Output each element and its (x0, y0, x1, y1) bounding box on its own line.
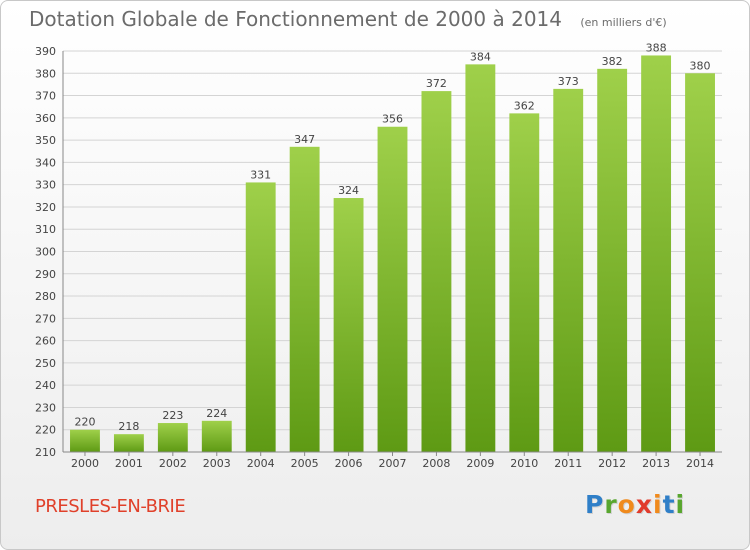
proxiti-logo: Proxiti (585, 490, 685, 519)
bar-value-label: 373 (558, 75, 579, 88)
logo-letter: P (585, 490, 605, 519)
chart-title-text: Dotation Globale de Fonctionnement de 20… (29, 7, 562, 31)
bar-value-label: 372 (426, 77, 447, 90)
bar (597, 68, 628, 453)
bar (641, 55, 672, 452)
x-tick-label: 2001 (115, 457, 143, 470)
bar-value-label: 324 (338, 184, 359, 197)
x-tick-label: 2004 (247, 457, 275, 470)
bar-value-label: 224 (206, 407, 227, 420)
bar-value-label: 382 (602, 55, 623, 68)
bar (377, 126, 408, 452)
logo-letter: x (635, 490, 653, 519)
x-tick-label: 2005 (291, 457, 319, 470)
y-tick-label: 320 (35, 201, 56, 214)
bar (113, 434, 144, 452)
axes: 210 220 230 240 250 260 270 280 290 300 310 320 330 3… (35, 45, 722, 470)
bar (201, 420, 232, 452)
logo-letter: t (662, 490, 676, 519)
y-tick-label: 370 (35, 90, 56, 103)
x-tick-label: 2006 (335, 457, 363, 470)
x-tick-label: 2013 (642, 457, 670, 470)
y-tick-label: 380 (35, 67, 56, 80)
chart-title: Dotation Globale de Fonctionnement de 20… (29, 7, 667, 31)
y-tick-label: 230 (35, 401, 56, 414)
bar (553, 88, 584, 452)
logo-letter: o (617, 490, 636, 519)
x-tick-label: 2010 (510, 457, 538, 470)
bar-value-label: 220 (74, 416, 95, 429)
x-tick-label: 2000 (71, 457, 99, 470)
bar (333, 198, 364, 452)
y-tick-label: 340 (35, 156, 56, 169)
bar-value-label: 218 (118, 420, 139, 433)
y-tick-label: 310 (35, 223, 56, 236)
bar-value-label: 362 (514, 99, 535, 112)
bar (421, 91, 452, 452)
y-tick-label: 260 (35, 335, 56, 348)
bar (465, 64, 496, 452)
y-tick-label: 300 (35, 246, 56, 259)
bar-value-label: 388 (646, 41, 667, 54)
bar (509, 113, 540, 452)
bar (70, 429, 100, 452)
y-tick-label: 250 (35, 357, 56, 370)
x-tick-label: 2003 (203, 457, 231, 470)
bars: 220 218 223 224 331 347 324 356 372 384 362 373 382 3… (70, 41, 715, 453)
x-tick-label: 2009 (466, 457, 494, 470)
logo-letter: i (653, 490, 663, 519)
commune-name: PRESLES-EN-BRIE (35, 496, 186, 517)
x-tick-label: 2007 (379, 457, 407, 470)
bar (289, 146, 320, 453)
y-tick-label: 360 (35, 112, 56, 125)
chart-unit: (en milliers d'€) (580, 16, 667, 29)
bar-value-label: 384 (470, 50, 491, 63)
x-tick-label: 2012 (598, 457, 626, 470)
y-tick-label: 220 (35, 424, 56, 437)
bar-value-label: 380 (690, 59, 711, 72)
bar-value-label: 223 (162, 409, 183, 422)
y-tick-label: 280 (35, 290, 56, 303)
x-tick-label: 2014 (686, 457, 714, 470)
y-tick-label: 290 (35, 268, 56, 281)
y-tick-label: 330 (35, 179, 56, 192)
bar-value-label: 356 (382, 113, 403, 126)
y-tick-label: 350 (35, 134, 56, 147)
y-tick-label: 270 (35, 312, 56, 325)
bar-value-label: 347 (294, 133, 315, 146)
bar-value-label: 331 (250, 168, 271, 181)
x-tick-label: 2008 (422, 457, 450, 470)
bar (157, 423, 188, 452)
logo-letter: i (675, 490, 686, 519)
logo-letter: r (604, 490, 618, 519)
y-tick-label: 390 (35, 45, 56, 58)
bar (685, 73, 715, 453)
x-tick-label: 2002 (159, 457, 187, 470)
x-tick-label: 2011 (554, 457, 582, 470)
y-tick-label: 210 (35, 446, 56, 459)
bar (245, 182, 276, 452)
y-tick-label: 240 (35, 379, 56, 392)
